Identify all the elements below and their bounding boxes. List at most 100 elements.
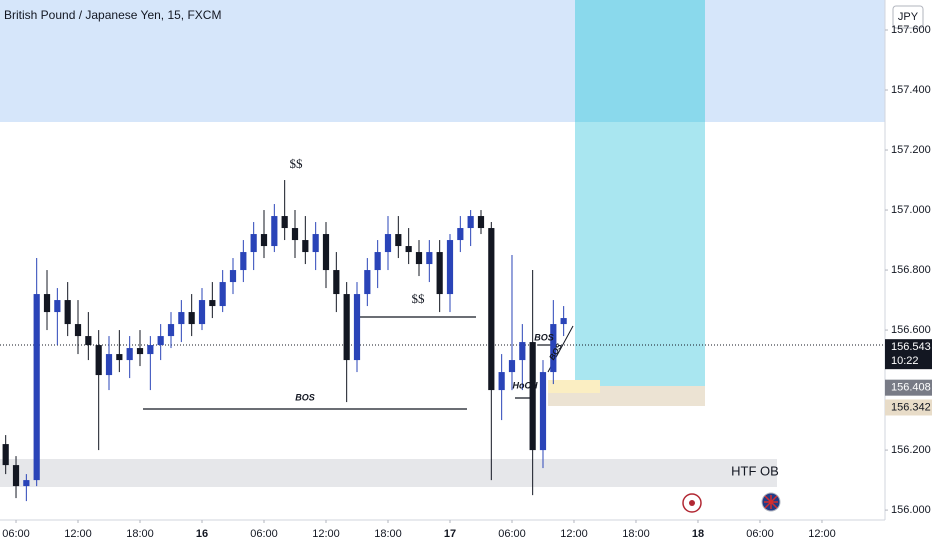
candle-body xyxy=(105,354,113,376)
x-tick-label: 18 xyxy=(692,528,704,540)
candle-body xyxy=(250,234,257,253)
candle-body xyxy=(12,465,20,487)
candle-body xyxy=(74,324,82,337)
candle-body xyxy=(364,270,371,295)
x-tick-label: 12:00 xyxy=(808,528,836,540)
candle-body xyxy=(322,234,330,271)
candle-body xyxy=(488,228,495,391)
candle-body xyxy=(260,234,268,247)
price-tag-label: 156.408 xyxy=(891,382,931,394)
y-tick-label: 156.600 xyxy=(891,324,931,336)
candle-body xyxy=(271,216,278,247)
candle-body xyxy=(312,234,319,253)
annotation: HoCH xyxy=(513,380,538,390)
x-tick-label: 16 xyxy=(196,528,208,540)
candle-body xyxy=(343,294,350,361)
candle-body xyxy=(188,312,195,325)
currency: JPY xyxy=(898,11,919,23)
countdown: 10:22 xyxy=(891,355,919,367)
candle-body xyxy=(167,324,175,337)
y-tick-label: 157.400 xyxy=(891,84,931,96)
annotation: BOS xyxy=(295,392,315,402)
candle-body xyxy=(405,246,412,253)
candle-body xyxy=(539,372,547,451)
candle-body xyxy=(477,216,485,229)
candle-body xyxy=(116,354,123,361)
y-tick-label: 156.200 xyxy=(891,444,931,456)
price-tag xyxy=(885,399,932,416)
x-tick-label: 06:00 xyxy=(498,528,526,540)
candle-body xyxy=(95,345,102,376)
y-tick-label: 157.200 xyxy=(891,144,931,156)
candle-body xyxy=(126,348,133,361)
candle-body xyxy=(353,294,361,361)
x-tick-label: 18:00 xyxy=(126,528,154,540)
x-tick-label: 12:00 xyxy=(312,528,340,540)
candle-body xyxy=(302,240,309,253)
y-tick-label: 157.000 xyxy=(891,204,931,216)
candle-body xyxy=(550,324,557,373)
candle-body xyxy=(157,336,164,346)
candles xyxy=(2,180,567,502)
candle-body xyxy=(395,234,402,247)
annotation: HTF OB xyxy=(731,463,779,478)
candle-body xyxy=(519,342,526,361)
price-tag-label: 156.342 xyxy=(891,401,931,413)
candle-body xyxy=(85,336,92,346)
x-tick-label: 12:00 xyxy=(64,528,92,540)
candle-body xyxy=(374,252,381,271)
candle-body xyxy=(291,228,299,241)
candle-body xyxy=(415,252,423,265)
y-tick-label: 156.000 xyxy=(891,504,931,516)
candle-body xyxy=(240,252,247,271)
x-tick-label: 12:00 xyxy=(560,528,588,540)
candle-body xyxy=(384,234,392,253)
candle-body xyxy=(178,312,185,325)
candle-body xyxy=(54,300,61,313)
x-tick-label: 18:00 xyxy=(622,528,650,540)
price-tag-label: 156.543 xyxy=(891,341,931,353)
candle-body xyxy=(136,348,144,355)
x-tick-label: 06:00 xyxy=(250,528,278,540)
y-tick-label: 157.600 xyxy=(891,24,931,36)
candle-body xyxy=(281,216,288,229)
annotation: $$ xyxy=(412,291,426,306)
candle-body xyxy=(43,294,51,313)
candle-body xyxy=(147,345,154,355)
supply-zone xyxy=(0,0,885,122)
target-zone-upper xyxy=(575,0,705,122)
candle-body xyxy=(508,360,516,373)
candle-body xyxy=(446,240,454,295)
currency-box xyxy=(892,5,924,29)
chart-title: British Pound / Japanese Yen, 15, FXCM xyxy=(4,8,221,22)
entry-zone xyxy=(548,380,600,393)
candle-body xyxy=(198,300,206,325)
x-tick-label: 06:00 xyxy=(746,528,774,540)
candle-body xyxy=(209,300,216,307)
candle-body xyxy=(560,318,567,325)
x-tick-label: 06:00 xyxy=(2,528,30,540)
price-tag xyxy=(885,339,932,370)
annotation: BOS xyxy=(534,332,554,342)
candle-body xyxy=(33,294,40,481)
flag-cross xyxy=(764,495,778,509)
candle-body xyxy=(436,252,443,295)
candle-body xyxy=(219,282,226,307)
candle-body xyxy=(498,372,505,391)
candle-body xyxy=(426,252,433,265)
target-zone xyxy=(575,122,705,386)
candle-body xyxy=(457,228,464,241)
y-tick-label: 156.800 xyxy=(891,264,931,276)
candle-body xyxy=(529,342,536,451)
x-tick-label: 18:00 xyxy=(374,528,402,540)
candle-body xyxy=(333,270,340,295)
price-tag xyxy=(885,379,932,396)
candle-body xyxy=(64,300,71,325)
event-icon-dot xyxy=(689,500,695,506)
x-tick-label: 17 xyxy=(444,528,456,540)
candle-body xyxy=(467,216,474,229)
candle-body xyxy=(229,270,237,283)
annotation: $$ xyxy=(290,156,304,171)
